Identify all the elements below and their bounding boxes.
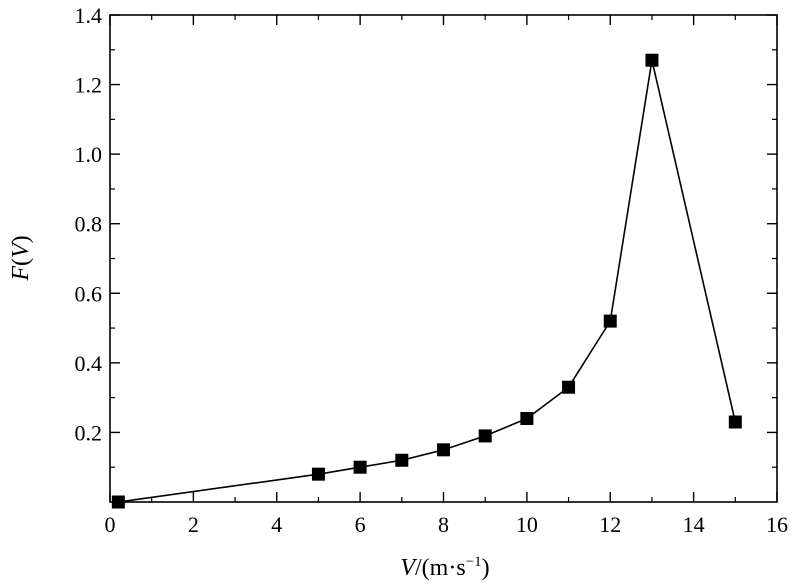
y-tick-label: 1.4 <box>75 3 103 28</box>
x-tick-labels: 0 2 4 6 8 10 12 14 16 <box>105 512 789 537</box>
data-point <box>478 429 492 443</box>
x-axis-var: V <box>400 555 417 581</box>
x-tick-label: 2 <box>188 512 199 537</box>
x-axis-unit-close: ) <box>482 555 490 581</box>
x-tick-label: 16 <box>766 512 788 537</box>
y-axis-open: ( <box>8 258 34 266</box>
y-axis-title: F(V) <box>8 235 34 281</box>
y-tick-label: 0.6 <box>75 281 103 306</box>
y-tick-label: 0.4 <box>75 351 103 376</box>
data-point <box>645 53 659 67</box>
axis-ticks <box>109 14 778 502</box>
data-point <box>520 412 534 426</box>
x-axis-unit: /(m·s <box>415 555 466 581</box>
data-point <box>603 314 617 328</box>
x-tick-label: 14 <box>683 512 705 537</box>
y-axis-var: V <box>8 241 34 258</box>
y-axis-close: ) <box>8 235 34 243</box>
data-point <box>728 415 742 429</box>
series-points <box>111 53 742 509</box>
data-line <box>118 60 737 503</box>
data-point <box>562 380 576 394</box>
y-tick-label: 0.8 <box>75 212 103 237</box>
x-tick-label: 4 <box>271 512 282 537</box>
x-tick-label: 6 <box>355 512 366 537</box>
series-line <box>118 60 737 503</box>
x-axis-unit-exponent: −1 <box>466 554 482 570</box>
x-axis-title: V/(m·s−1) <box>400 554 489 581</box>
y-tick-label: 0.2 <box>75 420 103 445</box>
x-tick-label: 12 <box>599 512 621 537</box>
data-point <box>311 467 325 481</box>
x-tick-label: 0 <box>105 512 116 537</box>
x-tick-label: 10 <box>516 512 538 537</box>
data-point <box>111 495 125 509</box>
data-point <box>395 453 409 467</box>
y-tick-label: 1.0 <box>75 142 103 167</box>
y-axis-func: F <box>8 266 34 282</box>
plot-border <box>109 14 778 503</box>
x-tick-label: 8 <box>438 512 449 537</box>
y-tick-labels: 0.2 0.4 0.6 0.8 1.0 1.2 1.4 <box>75 3 103 445</box>
data-point <box>353 460 367 474</box>
plot-frame <box>109 14 778 503</box>
y-tick-label: 1.2 <box>75 73 103 98</box>
data-point <box>437 443 450 457</box>
